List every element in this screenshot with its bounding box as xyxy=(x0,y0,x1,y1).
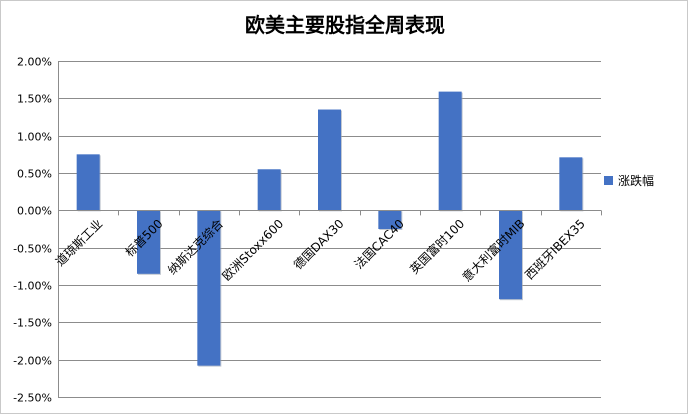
y-tick-label: 0.50% xyxy=(17,168,52,181)
bar xyxy=(76,154,100,211)
y-tick-label: 1.50% xyxy=(17,93,52,106)
y-tick-label: 0.00% xyxy=(17,205,52,218)
category-label: 西班牙IBEX35 xyxy=(522,217,588,283)
bar xyxy=(378,210,402,229)
y-tick-label: 2.00% xyxy=(17,56,52,69)
category-label: 道琼斯工业 xyxy=(52,216,105,269)
bar xyxy=(257,169,281,211)
y-tick-label: -1.50% xyxy=(13,317,52,330)
bar xyxy=(137,210,160,274)
legend-swatch xyxy=(604,176,613,185)
y-tick-label: -2.50% xyxy=(13,392,52,405)
bar xyxy=(499,210,522,300)
chart-title: 欧美主要股指全周表现 xyxy=(245,13,445,37)
y-tick-label: -0.50% xyxy=(13,243,52,256)
bar xyxy=(197,210,221,366)
legend-label: 涨跌幅 xyxy=(618,174,655,188)
y-tick-label: -1.00% xyxy=(13,280,52,293)
category-label: 德国DAX30 xyxy=(290,216,346,272)
y-tick-label: 1.00% xyxy=(17,131,52,144)
y-tick-label: -2.00% xyxy=(13,355,52,368)
category-label: 英国富时100 xyxy=(407,216,468,277)
bar xyxy=(559,157,583,211)
bar xyxy=(318,109,341,211)
category-label: 欧洲Stoxx600 xyxy=(220,217,287,284)
legend: 涨跌幅 xyxy=(604,172,654,189)
bar xyxy=(438,91,462,211)
